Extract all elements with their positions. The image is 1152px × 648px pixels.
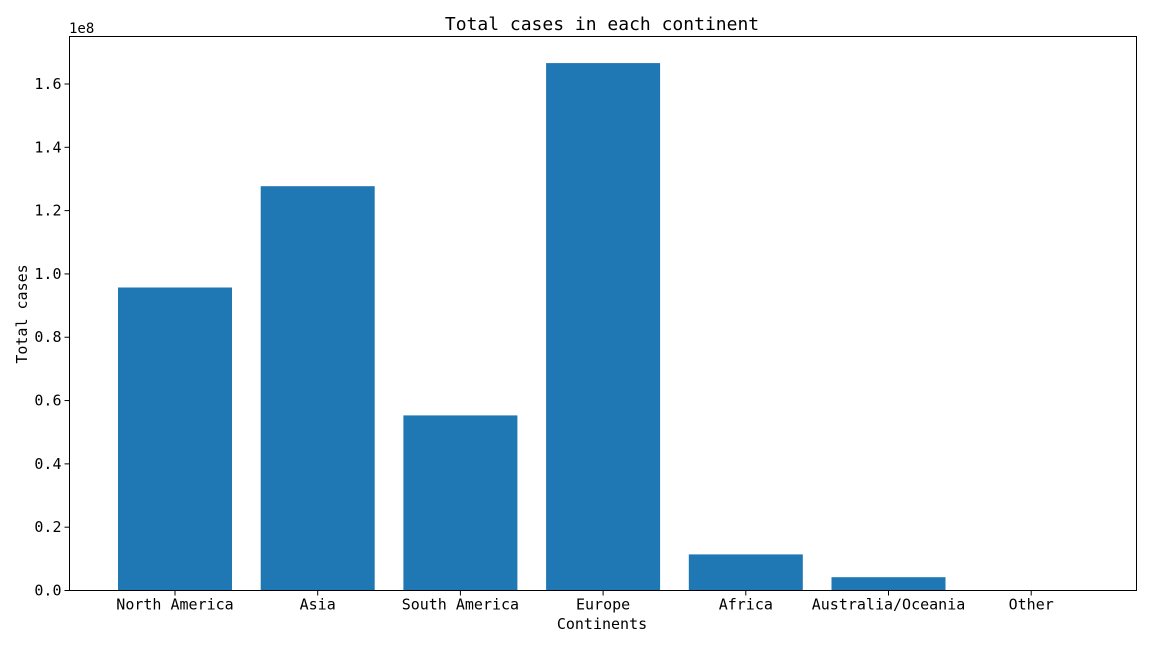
y-axis-multiplier: 1e8 bbox=[69, 21, 94, 37]
bar-asia bbox=[260, 186, 375, 591]
chart-title: Total cases in each continent bbox=[445, 14, 759, 35]
y-axis-label: Total cases bbox=[13, 264, 31, 363]
bar-north-america bbox=[118, 287, 232, 591]
y-tick-label: 1.2 bbox=[34, 202, 61, 220]
bars-group bbox=[118, 63, 946, 591]
y-tick-label: 1.0 bbox=[34, 265, 61, 283]
bar-south-america bbox=[403, 415, 518, 591]
y-tick-label: 0.0 bbox=[34, 582, 61, 600]
x-tick-label: Asia bbox=[300, 596, 336, 614]
y-tick-label: 0.6 bbox=[34, 392, 61, 410]
y-tick-label: 0.8 bbox=[34, 328, 61, 346]
y-tick-label: 0.2 bbox=[34, 518, 61, 536]
y-tick-label: 1.6 bbox=[34, 75, 61, 93]
x-tick-label: Europe bbox=[576, 596, 630, 614]
bar-australia-oceania bbox=[831, 577, 946, 591]
y-tick-label: 1.4 bbox=[34, 138, 61, 156]
x-tick-label: Africa bbox=[719, 596, 773, 614]
x-tick-label: Other bbox=[1009, 596, 1054, 614]
x-axis-ticks: North America Asia South America Europe Afri… bbox=[116, 590, 1054, 614]
bar-africa bbox=[688, 554, 803, 591]
bar-europe bbox=[546, 63, 661, 591]
x-tick-label: Australia/Oceania bbox=[812, 596, 966, 614]
x-tick-label: North America bbox=[116, 596, 233, 614]
x-axis-label: Continents bbox=[557, 615, 647, 633]
y-tick-label: 0.4 bbox=[34, 455, 61, 473]
x-tick-label: South America bbox=[402, 596, 519, 614]
y-axis-ticks: 0.0 0.2 0.4 0.6 0.8 1.0 1.2 1.4 1.6 bbox=[34, 75, 70, 600]
plot-frame bbox=[69, 36, 1137, 591]
